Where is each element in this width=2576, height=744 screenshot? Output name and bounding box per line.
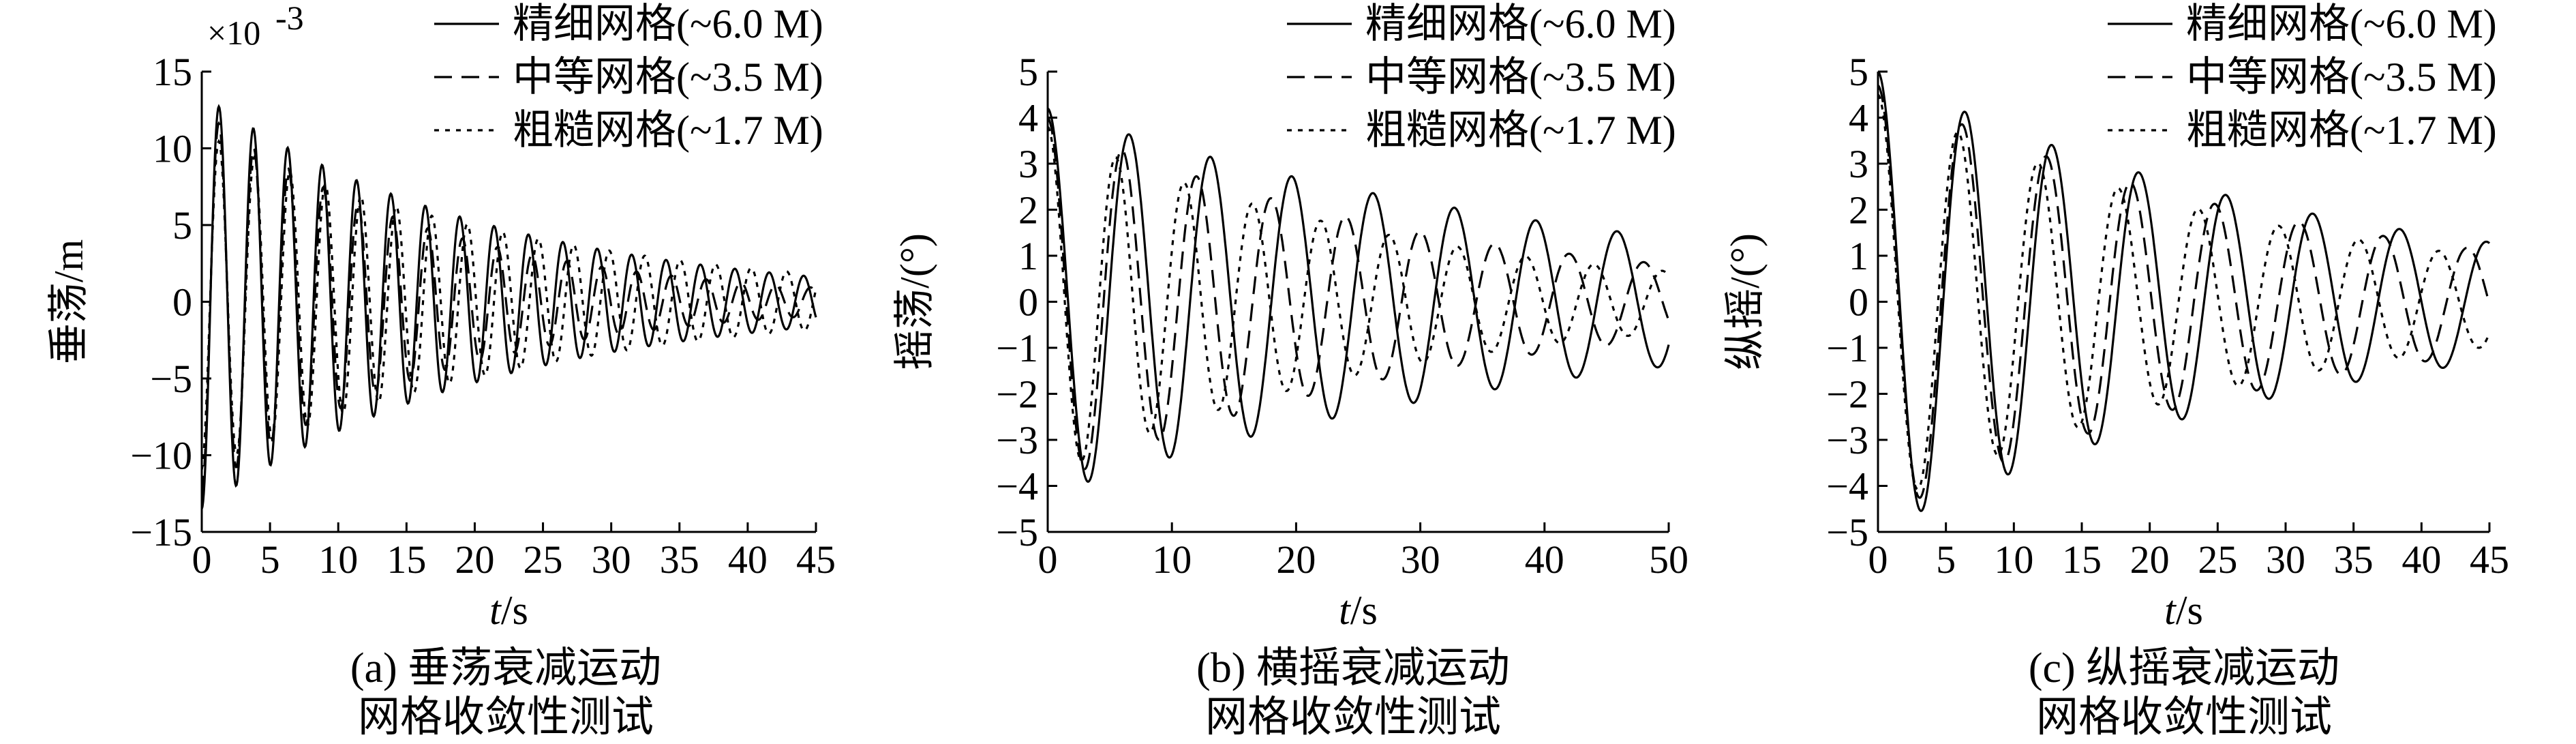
caption-line-1: (c) 纵摇衰减运动 [2029,645,2339,691]
y-tick-label: 2 [1018,188,1038,233]
series-line-1 [202,104,817,509]
x-axis-label: t/s [2164,588,2203,633]
y-tick-label: −1 [1826,326,1868,370]
series-line-3 [1878,93,2491,490]
y-axis-label: 纵摇/(°) [1723,233,1768,370]
y-tick-label: −4 [1826,464,1868,509]
series-line-1 [1878,70,2491,512]
caption-line-1: (b) 横摇衰减运动 [1196,645,1510,691]
x-tick-label: 5 [1936,537,1956,582]
x-tick-label: 10 [1994,537,2033,582]
x-tick-label: 20 [2130,537,2170,582]
legend-label-1: 精细网格(~6.0 M) [2186,1,2497,46]
y-tick-label: 5 [172,203,192,248]
x-tick-label: 0 [1868,537,1888,582]
legend-label-3: 粗糙网格(~1.7 M) [513,108,823,153]
series-line-3 [1048,125,1670,462]
y-tick-label: 1 [1849,234,1868,278]
y-tick-label: 2 [1849,188,1868,233]
x-tick-label: 20 [1276,537,1316,582]
x-tick-label: 20 [455,537,494,582]
x-tick-label: 10 [318,537,358,582]
x-tick-label: 40 [728,537,768,582]
x-tick-label: 10 [1152,537,1192,582]
y-tick-label: −15 [130,510,192,554]
x-tick-label: 30 [1401,537,1440,582]
x-tick-label: 45 [796,537,836,582]
y-tick-label: 3 [1849,142,1868,186]
x-axis-label: t/s [489,588,528,633]
x-tick-label: 5 [260,537,280,582]
x-axis-label-variable: t [1339,588,1351,633]
y-tick-label: −5 [150,357,192,401]
x-tick-label: 15 [2062,537,2102,582]
chart-panel-1: 0 5 10 15 20 25 30 35 40 45 −15 −10 −5 0 5 10 15 ×10 -3 垂荡/… [46,0,836,741]
y-axis-label: 垂荡/m [46,239,91,364]
legend-label-2: 中等网格(~3.5 M) [2186,55,2497,100]
y-tick-label: −5 [1826,510,1868,554]
x-tick-label: 0 [1038,537,1058,582]
legend-label-1: 精细网格(~6.0 M) [513,1,823,46]
y-multiplier-label: ×10 [207,14,260,52]
caption-line-2: 网格收敛性测试 [1205,694,1501,741]
x-axis-label-unit: /s [501,588,528,633]
caption-line-2: 网格收敛性测试 [358,694,654,741]
y-tick-label: 3 [1018,142,1038,186]
y-tick-label: −10 [130,434,192,478]
series-line-2 [1048,117,1670,471]
y-tick-label: −4 [996,464,1038,509]
y-tick-label: −1 [996,326,1038,370]
chart-panel-3: 0 5 10 15 20 25 30 35 40 45−5−4−3−2−1012345纵摇/(°)… [1723,1,2509,741]
y-tick-label: −3 [996,418,1038,462]
x-tick-label: 35 [660,537,699,582]
y-axis-label: 摇荡/(°) [892,233,937,370]
x-tick-label: 25 [524,537,563,582]
y-tick-label: 15 [153,50,192,94]
y-tick-label: −2 [1826,372,1868,417]
y-tick-label: 5 [1849,50,1868,94]
series-line-2 [1878,85,2491,499]
x-tick-label: 45 [2470,537,2509,582]
x-tick-label: 40 [2401,537,2441,582]
x-tick-label: 15 [387,537,426,582]
y-tick-label: −3 [1826,418,1868,462]
x-tick-label: 30 [592,537,631,582]
x-tick-label: 0 [192,537,212,582]
caption-line-2: 网格收敛性测试 [2036,694,2332,741]
x-axis-label: t/s [1339,588,1378,633]
legend-label-2: 中等网格(~3.5 M) [513,55,823,100]
y-tick-label: −2 [996,372,1038,417]
x-tick-label: 35 [2334,537,2374,582]
y-tick-label: 0 [172,280,192,325]
x-axis-label-variable: t [489,588,502,633]
x-tick-label: 50 [1649,537,1688,582]
y-tick-label: 0 [1018,280,1038,325]
x-tick-label: 40 [1525,537,1564,582]
y-multiplier-exponent: -3 [275,0,304,37]
y-tick-label: 1 [1018,234,1038,278]
chart-panel-2: 0 10 20 30 40 50−5−4−3−2−1012345摇荡/(°)t/s精细网格… [892,1,1688,741]
y-tick-label: −5 [996,510,1038,554]
legend-label-1: 精细网格(~6.0 M) [1365,1,1676,46]
y-tick-label: 0 [1849,280,1868,325]
series-line-2 [202,121,817,494]
x-axis-label-unit: /s [1350,588,1378,633]
y-tick-label: 5 [1018,50,1038,94]
x-tick-label: 25 [2198,537,2237,582]
caption-line-1: (a) 垂荡衰减运动 [350,645,661,691]
legend-label-3: 粗糙网格(~1.7 M) [1365,108,1676,153]
legend-label-2: 中等网格(~3.5 M) [1365,55,1676,100]
x-tick-label: 30 [2266,537,2305,582]
series-line-3 [202,138,817,471]
x-axis-label-unit: /s [2176,588,2203,633]
y-tick-label: 4 [1018,96,1038,140]
x-axis-label-variable: t [2164,588,2177,633]
y-tick-label: 4 [1849,96,1868,140]
legend-label-3: 粗糙网格(~1.7 M) [2186,108,2497,153]
y-tick-label: 10 [153,127,192,171]
